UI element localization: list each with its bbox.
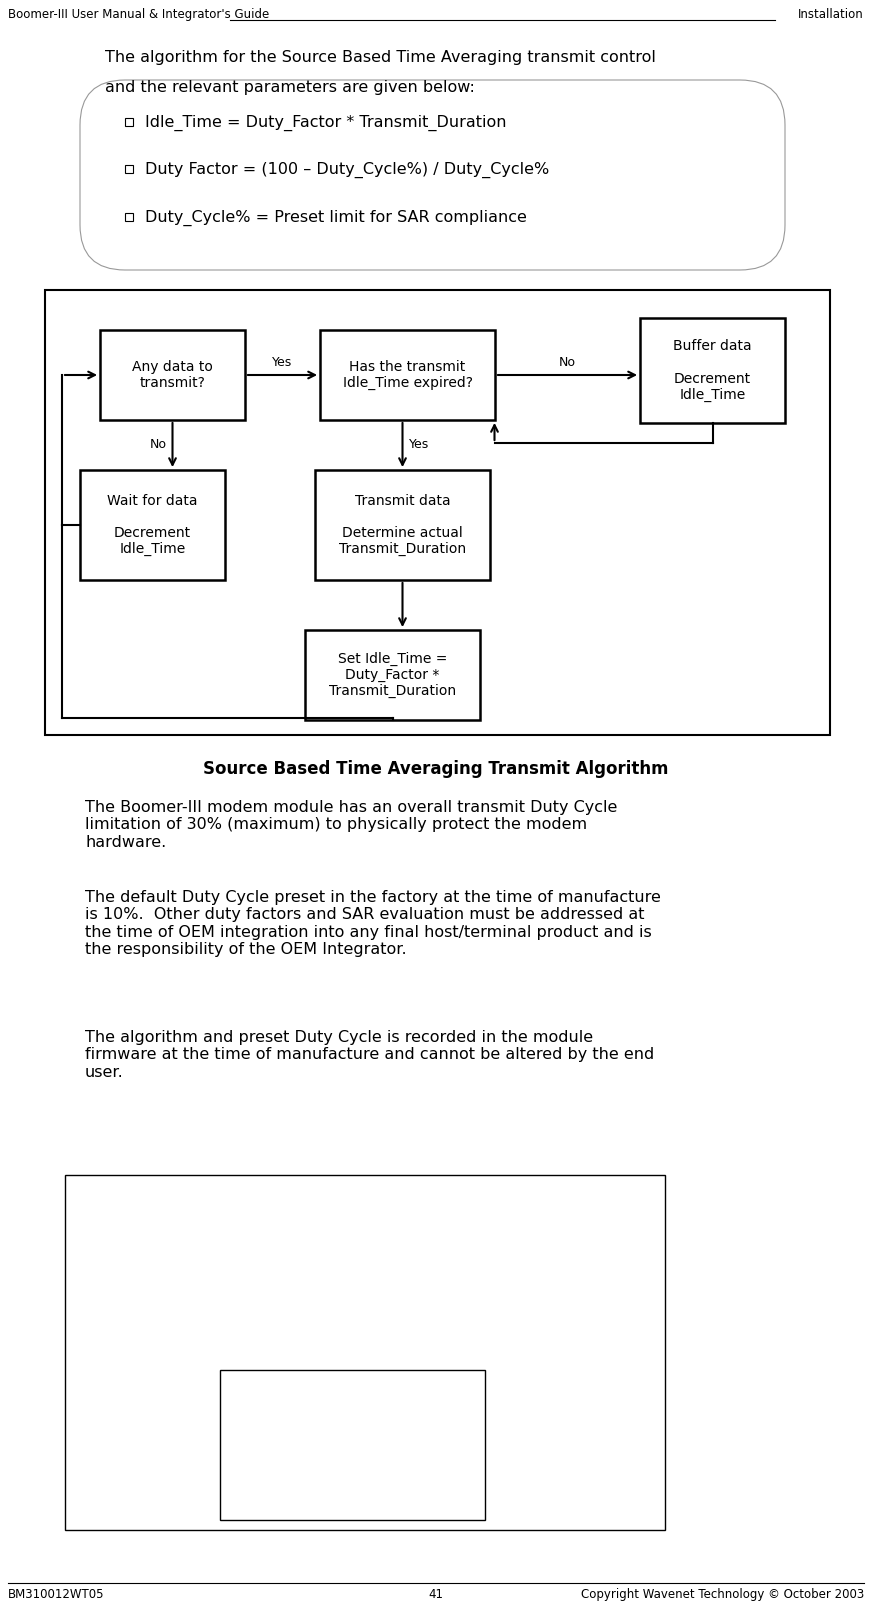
Bar (320, 330, 495, 420)
Text: Has the transmit
Idle_Time expired?: Has the transmit Idle_Time expired? (343, 359, 473, 390)
Text: No: No (559, 356, 576, 369)
Text: and the relevant parameters are given below:: and the relevant parameters are given be… (105, 80, 475, 95)
Bar (220, 1370, 485, 1521)
Text: The Boomer-III modem module has an overall transmit Duty Cycle
limitation of 30%: The Boomer-III modem module has an overa… (85, 800, 617, 850)
Text: Any data to
transmit?: Any data to transmit? (132, 359, 213, 390)
Text: Boomer-III User Manual & Integrator's Guide: Boomer-III User Manual & Integrator's Gu… (8, 8, 269, 21)
Bar (45, 290, 830, 735)
Text: Idle_Time = Duty_Factor * Transmit_Duration: Idle_Time = Duty_Factor * Transmit_Durat… (145, 115, 507, 132)
Text: Duty_Cycle% = Preset limit for SAR compliance: Duty_Cycle% = Preset limit for SAR compl… (145, 210, 527, 226)
Text: 41: 41 (428, 1588, 444, 1601)
Bar (305, 630, 480, 720)
Text: Installation: Installation (798, 8, 864, 21)
FancyBboxPatch shape (80, 80, 785, 269)
Bar (80, 470, 225, 581)
Bar (100, 330, 245, 420)
Text: Yes: Yes (272, 356, 293, 369)
Bar (65, 1176, 665, 1530)
Text: Copyright Wavenet Technology © October 2003: Copyright Wavenet Technology © October 2… (581, 1588, 864, 1601)
Text: The algorithm for the Source Based Time Averaging transmit control: The algorithm for the Source Based Time … (105, 50, 656, 66)
Text: Transmit data

Determine actual
Transmit_Duration: Transmit data Determine actual Transmit_… (339, 494, 466, 557)
Bar (315, 470, 490, 581)
Bar (640, 318, 785, 423)
Text: Set Idle_Time =
Duty_Factor *
Transmit_Duration: Set Idle_Time = Duty_Factor * Transmit_D… (329, 651, 456, 698)
Text: No: No (149, 438, 167, 451)
Text: Buffer data

Decrement
Idle_Time: Buffer data Decrement Idle_Time (673, 338, 752, 403)
Bar (125, 213, 133, 221)
Text: The algorithm and preset Duty Cycle is recorded in the module
firmware at the ti: The algorithm and preset Duty Cycle is r… (85, 1030, 654, 1079)
Text: Yes: Yes (408, 438, 429, 451)
Bar (125, 165, 133, 173)
Text: Wait for data

Decrement
Idle_Time: Wait for data Decrement Idle_Time (107, 494, 198, 557)
Text: BM310012WT05: BM310012WT05 (8, 1588, 105, 1601)
Bar (125, 119, 133, 127)
Text: Duty Factor = (100 – Duty_Cycle%) / Duty_Cycle%: Duty Factor = (100 – Duty_Cycle%) / Duty… (145, 162, 549, 178)
Text: The default Duty Cycle preset in the factory at the time of manufacture
is 10%. : The default Duty Cycle preset in the fac… (85, 890, 661, 958)
Text: Source Based Time Averaging Transmit Algorithm: Source Based Time Averaging Transmit Alg… (203, 760, 669, 778)
